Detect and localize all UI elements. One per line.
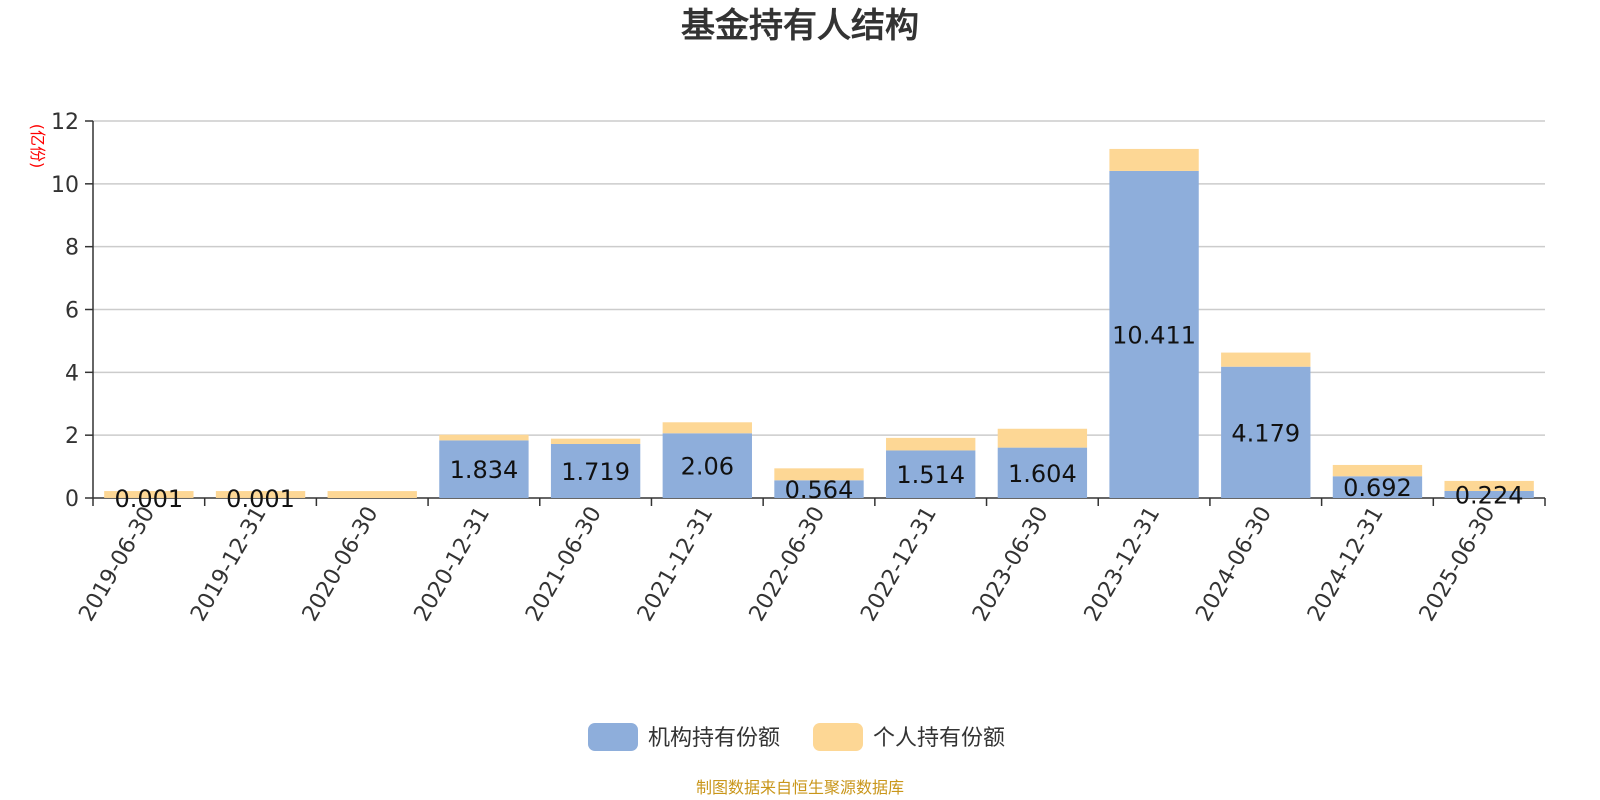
legend-label-individual[interactable]: 个人持有份额 — [873, 726, 1005, 751]
bars — [104, 148, 1534, 498]
bar-individual[interactable] — [1332, 464, 1423, 477]
bar-individual[interactable] — [439, 434, 529, 441]
bar-value-label: 4.179 — [1231, 419, 1300, 447]
y-tick-label: 12 — [51, 110, 79, 135]
bar-individual[interactable] — [215, 491, 306, 498]
axes: 0 2 4 6 8 10 12 2019-06-30 2019-12-31 2020-06-30 2… — [51, 110, 1546, 626]
bar-individual[interactable] — [662, 422, 752, 434]
bar-individual[interactable] — [1109, 148, 1199, 171]
bar-institutional[interactable] — [550, 443, 641, 498]
chart-title: 基金持有人结构 — [681, 6, 919, 46]
y-unit-label: (亿份) — [28, 124, 47, 169]
bar-institutional[interactable] — [662, 433, 752, 498]
y-tick-label: 0 — [65, 487, 79, 512]
x-tick-label: 2023-12-31 — [1080, 503, 1166, 626]
bar-institutional[interactable] — [1109, 170, 1199, 498]
bar-institutional[interactable] — [886, 450, 976, 498]
x-tick-label: 2019-06-30 — [74, 503, 160, 626]
bar-value-label: 0.224 — [1455, 481, 1524, 509]
x-tick-label: 2020-06-30 — [298, 503, 384, 626]
bar-value-label: 1.834 — [450, 456, 519, 484]
legend-label-institutional[interactable]: 机构持有份额 — [648, 726, 780, 751]
x-tick-label: 2023-06-30 — [968, 503, 1054, 626]
bar-individual[interactable] — [774, 468, 864, 481]
bar-institutional[interactable] — [1444, 490, 1534, 498]
bar-institutional[interactable] — [1221, 366, 1311, 498]
bar-institutional[interactable] — [1332, 476, 1423, 498]
x-tick-label: 2024-12-31 — [1303, 503, 1389, 626]
bar-individual[interactable] — [1221, 352, 1311, 367]
x-tick-label: 2024-06-30 — [1191, 503, 1277, 626]
y-tick-label: 10 — [51, 173, 79, 198]
bar-individual[interactable] — [886, 437, 976, 451]
legend: 机构持有份额 个人持有份额 — [588, 723, 1005, 751]
bar-individual[interactable] — [327, 491, 417, 498]
bar-value-label: 0.564 — [785, 476, 854, 504]
bar-value-label: 1.514 — [896, 461, 965, 489]
y-tick-label: 8 — [65, 236, 79, 261]
bar-individual[interactable] — [997, 428, 1088, 448]
bar-value-label: 1.719 — [561, 458, 630, 486]
x-tick-label: 2020-12-31 — [410, 503, 496, 626]
x-tick-label: 2025-06-30 — [1415, 503, 1501, 626]
bar-institutional[interactable] — [997, 447, 1088, 498]
x-tick-label: 2022-06-30 — [745, 503, 831, 626]
bar-value-label: 2.06 — [681, 453, 734, 481]
bar-individual[interactable] — [104, 491, 194, 498]
bar-value-label: 0.001 — [114, 485, 183, 513]
grid-lines — [93, 120, 1545, 436]
legend-swatch-institutional[interactable] — [588, 723, 638, 751]
bar-value-label: 0.692 — [1343, 474, 1412, 502]
bar-individual[interactable] — [550, 438, 641, 444]
y-tick-label: 6 — [65, 299, 79, 324]
y-tick-label: 4 — [65, 361, 79, 386]
bar-institutional[interactable] — [439, 440, 529, 498]
y-tick-label: 2 — [65, 424, 79, 449]
x-tick-label: 2021-06-30 — [521, 503, 607, 626]
data-source-note: 制图数据来自恒生聚源数据库 — [696, 778, 904, 797]
legend-swatch-individual[interactable] — [813, 723, 863, 751]
bar-value-label: 10.411 — [1112, 321, 1196, 349]
bar-value-label: 1.604 — [1008, 460, 1077, 488]
bar-labels: 0.001 0.001 1.834 1.719 2.06 0.564 1.514 1.604 1… — [114, 321, 1523, 513]
bar-value-label: 0.001 — [226, 485, 295, 513]
x-tick-label: 2021-12-31 — [633, 503, 719, 626]
x-tick-label: 2022-12-31 — [856, 503, 942, 626]
bar-institutional[interactable] — [774, 480, 864, 498]
x-tick-label: 2019-12-31 — [186, 503, 272, 626]
bar-individual[interactable] — [1444, 480, 1534, 491]
